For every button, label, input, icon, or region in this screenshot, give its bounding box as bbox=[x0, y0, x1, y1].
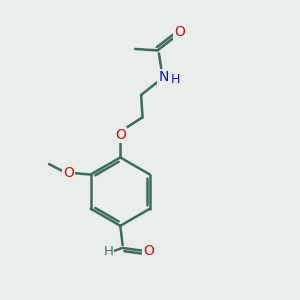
Text: O: O bbox=[115, 128, 126, 142]
Text: H: H bbox=[171, 73, 181, 86]
Text: O: O bbox=[143, 244, 154, 258]
Text: O: O bbox=[174, 25, 185, 39]
Text: O: O bbox=[63, 166, 74, 180]
Text: N: N bbox=[158, 70, 169, 84]
Text: H: H bbox=[103, 244, 113, 258]
